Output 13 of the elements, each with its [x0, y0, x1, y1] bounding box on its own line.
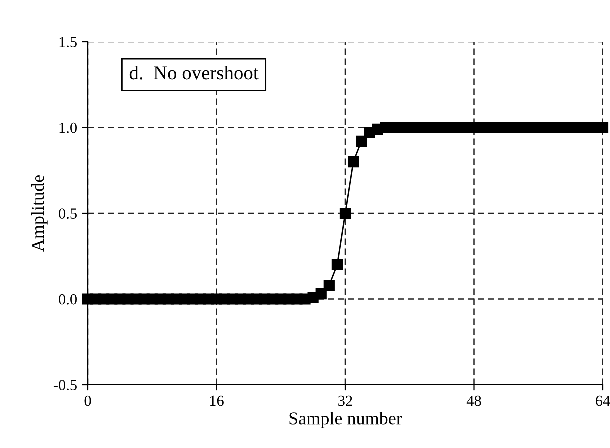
y-tick-label: 1.5	[60, 37, 77, 48]
x-axis-title: Sample number	[290, 412, 402, 428]
y-tick-label: -0.5	[54, 380, 77, 391]
y-axis-title: Amplitude	[31, 176, 48, 252]
x-tick-label: 16	[210, 396, 224, 406]
x-tick-label: 64	[596, 396, 610, 406]
x-tick-label: 0	[84, 396, 92, 406]
x-tick-label: 32	[338, 396, 352, 406]
x-tick-label: 48	[466, 396, 482, 406]
annotation: d. No overshoot	[130, 66, 259, 80]
y-tick-label: 0.5	[59, 208, 77, 220]
y-tick-label: 0.0	[59, 294, 77, 305]
y-tick-label: 1.0	[60, 122, 77, 134]
